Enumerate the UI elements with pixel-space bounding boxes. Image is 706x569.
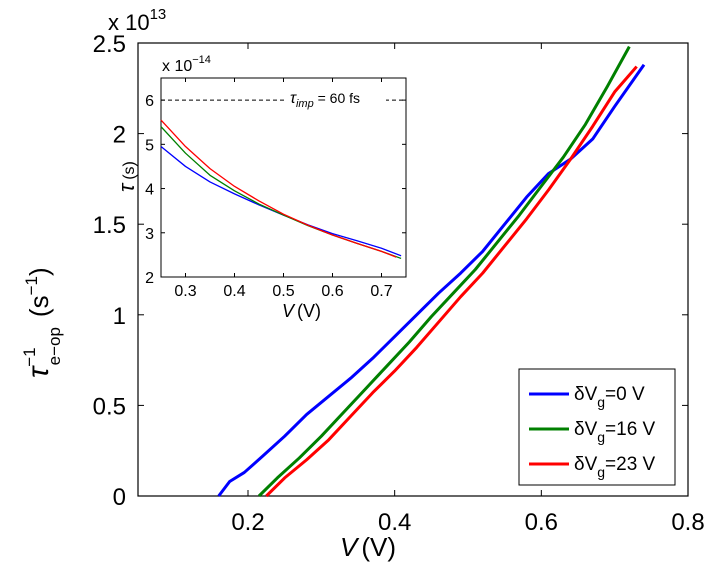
inset-y-tick-label: 5 (145, 137, 154, 154)
inset-x-ticks: 0.3 0.4 0.5 0.6 0.7 (174, 78, 393, 300)
main-y-tick-label: 2.5 (93, 31, 126, 58)
inset-y-label-symbol: τ (114, 182, 139, 192)
main-exponent-power: 13 (150, 6, 167, 23)
main-series-line-0 (217, 63, 646, 497)
main-y-label-symbol: τ (22, 365, 55, 378)
main-x-tick-label: 0.4 (378, 509, 411, 536)
main-x-axis-label: V (V) (340, 532, 396, 562)
legend-label-sub: g (597, 429, 605, 445)
inset-x-axis-label: V (V) (282, 301, 321, 321)
legend-box (518, 368, 676, 486)
main-y-tick-label: 2 (113, 122, 126, 149)
legend-label-prefix: δV (574, 384, 598, 405)
main-y-ticks: 0 0.5 1 1.5 2 2.5 (93, 31, 688, 511)
inset-ref-symbol: τ (290, 90, 297, 107)
main-axes: 0.2 0.4 0.6 0.8 00.511.522.5 x 1013 V (V) τ−… (20, 6, 705, 562)
inset-ref-sub: imp (296, 98, 314, 110)
inset-y-ticks: 2 3 4 5 6 (145, 93, 406, 287)
main-series-line-2 (265, 65, 638, 498)
inset-x-label-var: V (282, 301, 296, 321)
inset-ref-rest: = 60 fs (314, 90, 360, 106)
main-x-label-var: V (340, 532, 360, 562)
inset-x-tick-label: 0.3 (174, 283, 196, 300)
legend-label-0: δVg=0 V (574, 384, 645, 410)
inset-reference-label: τimp = 60 fs (290, 90, 360, 110)
main-x-tick-label: 0.6 (525, 509, 558, 536)
legend-label-sub: g (597, 394, 605, 410)
main-y-axis-label: τ−1 e−op(s−1) (20, 267, 64, 378)
main-series-line-1 (257, 45, 631, 498)
main-y-label-unit-sup: −1 (22, 276, 41, 295)
inset-x-tick-label: 0.7 (370, 283, 392, 300)
main-y-tick-label: 1.5 (93, 212, 126, 239)
inset-x-tick-label: 0.4 (223, 283, 245, 300)
inset-series (160, 119, 402, 260)
inset-y-tick-label: 6 (145, 93, 154, 110)
inset-series-line-2 (160, 119, 397, 258)
main-x-tick-label: 0.2 (231, 509, 264, 536)
inset-y-label-unit: (s) (121, 161, 138, 180)
legend-label-1: δVg=16 V (574, 419, 656, 445)
main-y-tick-label: 1 (113, 303, 126, 330)
legend-label-sub: g (597, 464, 605, 480)
main-plot-frame (137, 42, 689, 497)
inset-y-tick-label: 4 (145, 182, 154, 199)
main-y-label-unit-close: ) (24, 267, 54, 276)
legend-label-prefix: δV (574, 454, 598, 475)
inset-exponent: x 10−14 (162, 54, 211, 75)
main-exponent-base: x 10 (108, 10, 150, 35)
inset-y-tick-label: 3 (145, 226, 154, 243)
legend-label-suffix: =0 V (605, 384, 645, 405)
main-y-label-sup: −1 (20, 347, 39, 366)
inset-y-tick-label: 2 (145, 270, 154, 287)
main-x-ticks: 0.2 0.4 0.6 0.8 (231, 43, 705, 536)
inset-y-axis-label: τ (s) (114, 161, 139, 192)
main-y-label-unit: (s (24, 295, 54, 317)
main-y-tick-label: 0 (113, 484, 126, 511)
inset-x-label-unit: (V) (297, 301, 321, 321)
inset-exponent-power: −14 (192, 54, 211, 66)
main-x-tick-label: 0.8 (671, 509, 704, 536)
legend-label-2: δVg=23 V (574, 454, 656, 480)
legend-label-prefix: δV (574, 419, 598, 440)
main-y-label-sub: e−op (45, 327, 64, 365)
legend-label-suffix: =16 V (605, 419, 656, 440)
inset-x-tick-label: 0.6 (321, 283, 343, 300)
main-y-tick-label: 0.5 (93, 393, 126, 420)
main-x-label-unit: (V) (361, 532, 396, 562)
inset-x-tick-label: 0.5 (272, 283, 294, 300)
inset-exponent-base: x 10 (162, 58, 192, 75)
legend-label-suffix: =23 V (605, 454, 656, 475)
main-exponent: x 1013 (108, 6, 166, 35)
inset-reference-label-background (286, 86, 386, 106)
main-series (217, 45, 646, 498)
